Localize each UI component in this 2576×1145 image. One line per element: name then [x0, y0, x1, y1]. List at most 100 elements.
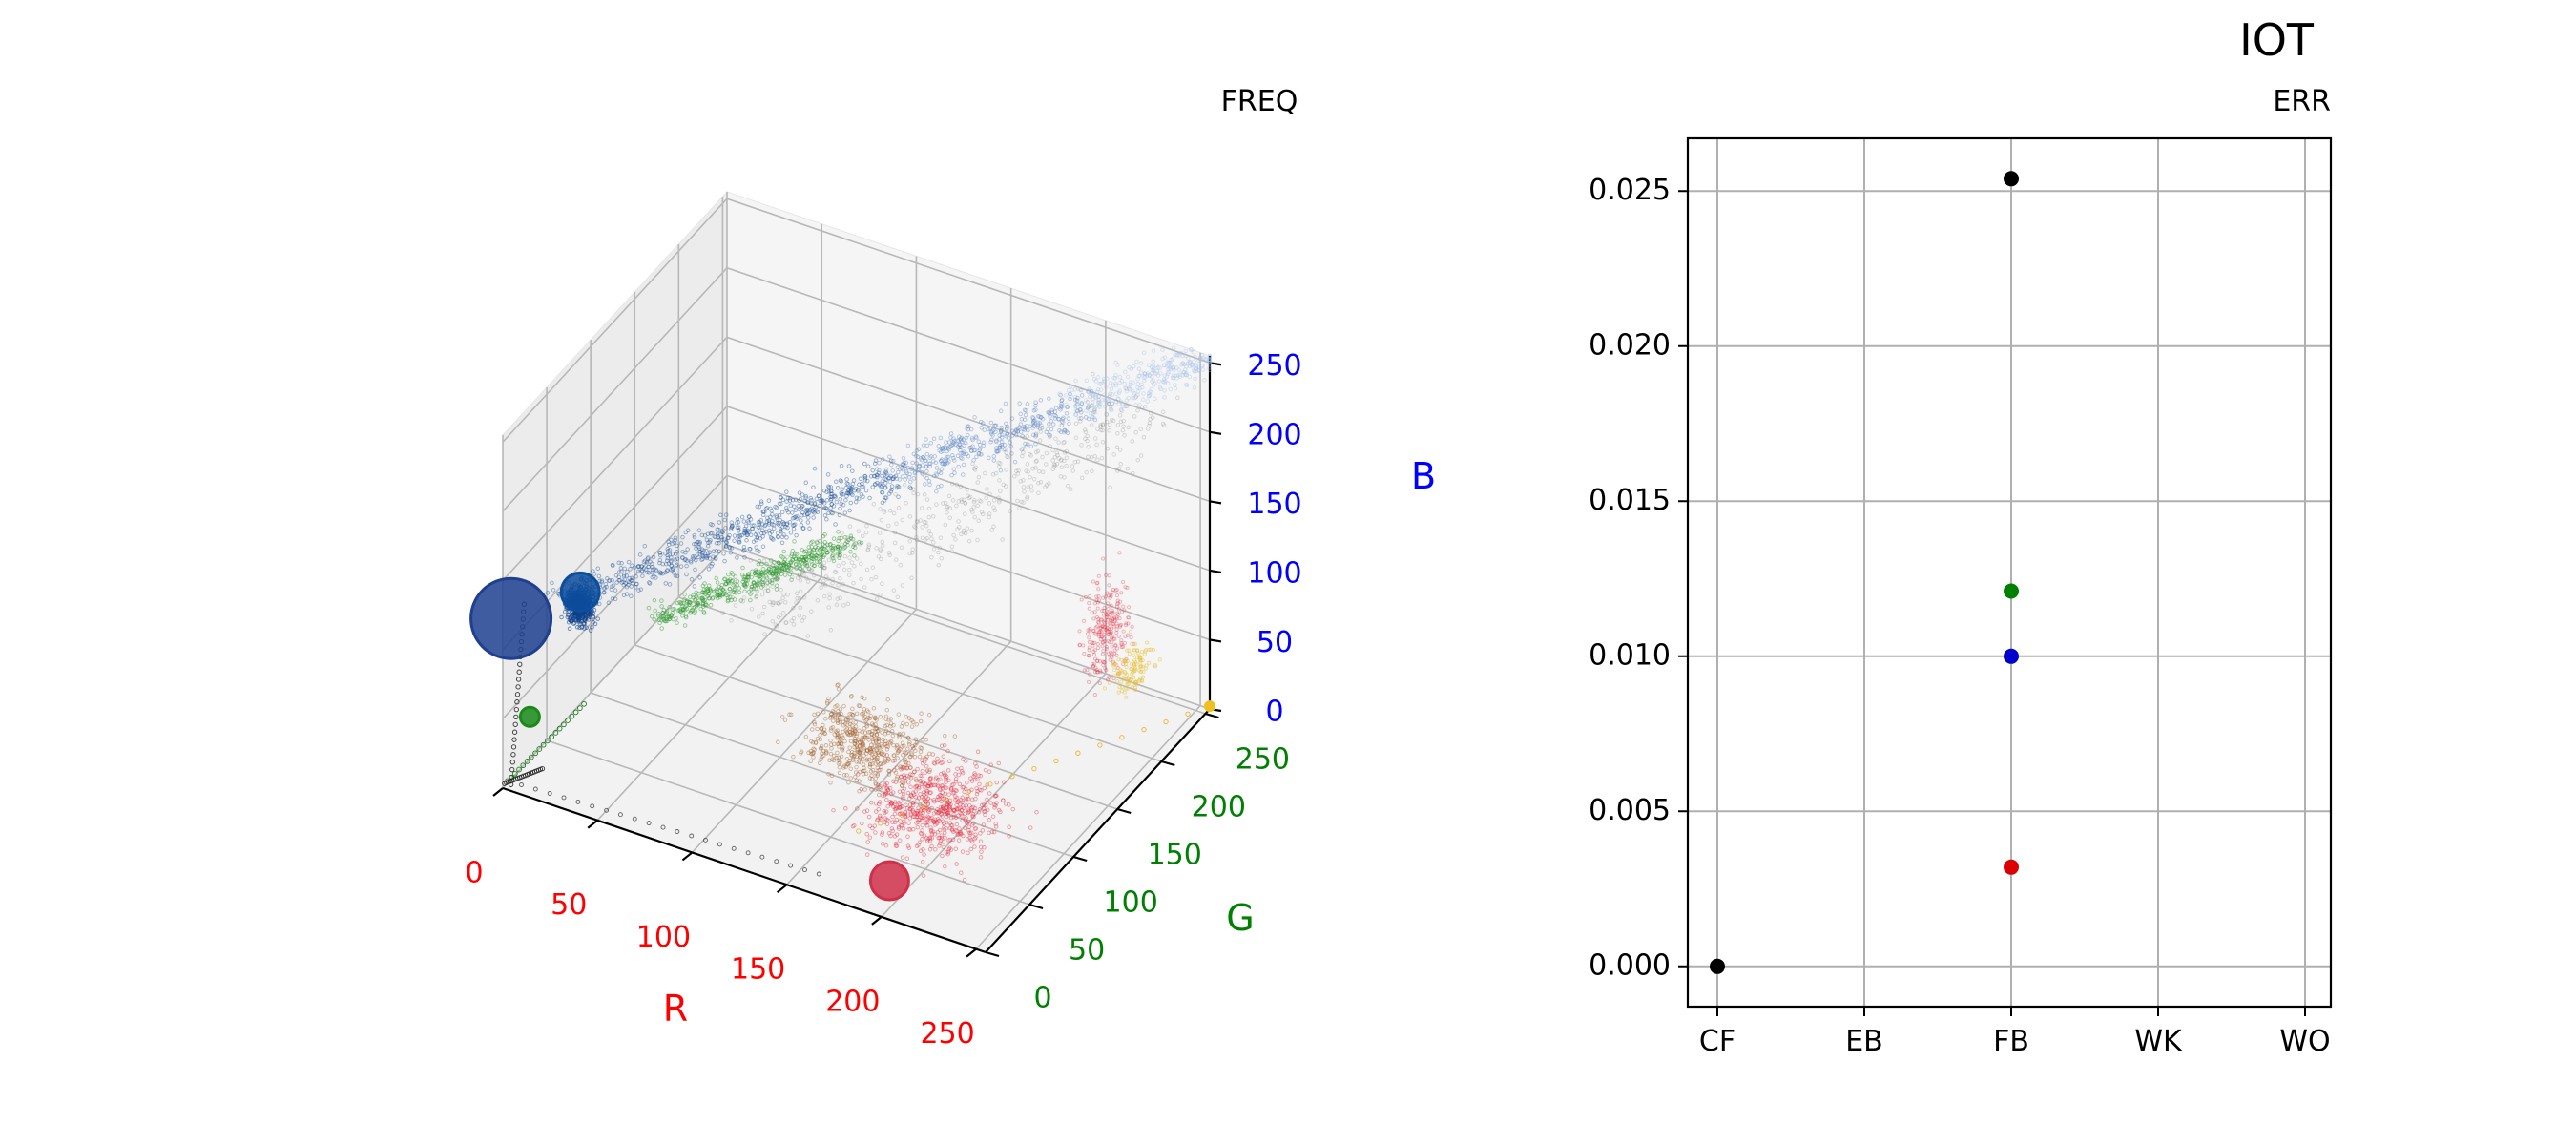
blue-cluster-point [745, 532, 750, 537]
blue-cluster-point [666, 561, 672, 566]
brown-cluster-point [927, 751, 932, 757]
blue-cluster-point [711, 549, 717, 554]
red-cluster-point [928, 798, 933, 803]
blue-cluster-point [582, 626, 587, 631]
red-cluster-point [934, 809, 939, 815]
chain-point [604, 807, 610, 813]
gray-cluster-point [943, 522, 948, 528]
gray-cluster-point [1051, 462, 1057, 468]
red-cluster-point [1109, 593, 1113, 599]
blue-cluster-point [1002, 447, 1008, 451]
blue-cluster-point [589, 612, 593, 616]
blue-cluster-point [1021, 427, 1026, 431]
red-cluster-point [954, 788, 959, 794]
floor-grid-line [881, 673, 1107, 918]
gray-cluster-point [963, 500, 968, 506]
red-cluster-point [908, 806, 914, 811]
blue-cluster-point [1087, 389, 1091, 394]
blue-cluster-point [787, 498, 793, 503]
red-cluster-point [957, 781, 963, 787]
blue-cluster-point [1000, 435, 1005, 440]
brown-cluster-point [891, 753, 896, 758]
gray-cluster-point [963, 501, 967, 506]
brown-cluster-point [899, 783, 904, 788]
blue-cluster-point [867, 495, 872, 501]
brown-cluster-point [897, 731, 902, 737]
gray-cluster-point [987, 514, 992, 520]
gray-cluster-point [899, 545, 904, 551]
blue-cluster-point [660, 571, 665, 576]
blue-cluster-point [924, 475, 929, 481]
brown-cluster-point [875, 771, 880, 777]
blue-cluster-point [1165, 371, 1171, 377]
x-tick-label: WO [2279, 1025, 2330, 1058]
gray-cluster-point [1107, 428, 1111, 433]
blue-cluster-point [997, 432, 1002, 438]
blue-cluster-point [1166, 369, 1171, 375]
brown-cluster-point [822, 731, 827, 737]
red-cluster-point [1086, 628, 1091, 633]
brown-cluster-point [880, 750, 884, 755]
blue-cluster-point [992, 423, 997, 428]
blue-cluster-point [821, 501, 827, 506]
blue-cluster-point [798, 496, 803, 502]
gray-cluster-point [1029, 489, 1034, 493]
blue-cluster-point [1120, 402, 1126, 407]
blue-cluster-point [1101, 376, 1107, 382]
blue-cluster-point [804, 507, 810, 512]
blue-cluster-point [766, 522, 772, 527]
brown-cluster-point [841, 723, 846, 728]
blue-cluster-point [958, 448, 963, 453]
gray-cluster-point [779, 599, 783, 605]
green-chain-point [565, 718, 571, 723]
blue-cluster-point [742, 531, 748, 535]
blue-cluster-point [773, 504, 778, 510]
brown-cluster-point [841, 729, 845, 735]
blue-cluster-point [1169, 357, 1174, 363]
brown-cluster-point [883, 714, 889, 719]
gray-cluster-point [840, 531, 844, 535]
blue-cluster-point [1004, 434, 1008, 439]
gray-cluster-point [1001, 447, 1006, 452]
brown-cluster-point [877, 745, 883, 751]
blue-cluster-point [972, 448, 978, 453]
brown-cluster-point [875, 729, 880, 734]
blue-cluster-point [856, 487, 861, 492]
blue-cluster-point [803, 493, 808, 499]
blue-cluster-point [1073, 412, 1078, 417]
red-cluster-point [1093, 665, 1098, 671]
red-cluster-point [929, 805, 934, 811]
brown-cluster-point [825, 699, 830, 704]
blue-cluster-point [1153, 396, 1157, 401]
red-cluster-point [925, 796, 931, 802]
red-cluster-point [875, 782, 881, 787]
red-cluster-point [1099, 630, 1104, 635]
gray-cluster-point [1068, 487, 1073, 492]
blue-cluster-point [915, 454, 921, 460]
red-cluster-point [935, 817, 941, 822]
red-cluster-point [954, 862, 959, 866]
blue-cluster-point [960, 451, 966, 456]
red-cluster-point [924, 820, 928, 825]
blue-cluster-point [1092, 409, 1098, 415]
red-cluster-point [1123, 585, 1128, 590]
gray-cluster-point [774, 624, 779, 629]
green-cluster-point [675, 620, 679, 625]
blue-cluster-point [939, 449, 944, 454]
blue-cluster-point [664, 569, 670, 573]
blue-cluster-point [901, 462, 906, 467]
blue-cluster-point [904, 460, 909, 466]
red-cluster-point [931, 797, 937, 802]
brown-cluster-point [843, 764, 848, 769]
red-cluster-point [1095, 670, 1100, 675]
chain-point [547, 791, 552, 796]
red-cluster-point [966, 824, 971, 829]
blue-cluster-point [982, 427, 987, 432]
blue-cluster-point [924, 465, 929, 469]
red-cluster-point [1104, 572, 1109, 577]
blue-cluster-point [1074, 402, 1080, 407]
blue-cluster-point [811, 507, 817, 512]
brown-cluster-point [851, 713, 856, 718]
blue-cluster-point [883, 469, 888, 474]
blue-cluster-point [1115, 363, 1120, 367]
